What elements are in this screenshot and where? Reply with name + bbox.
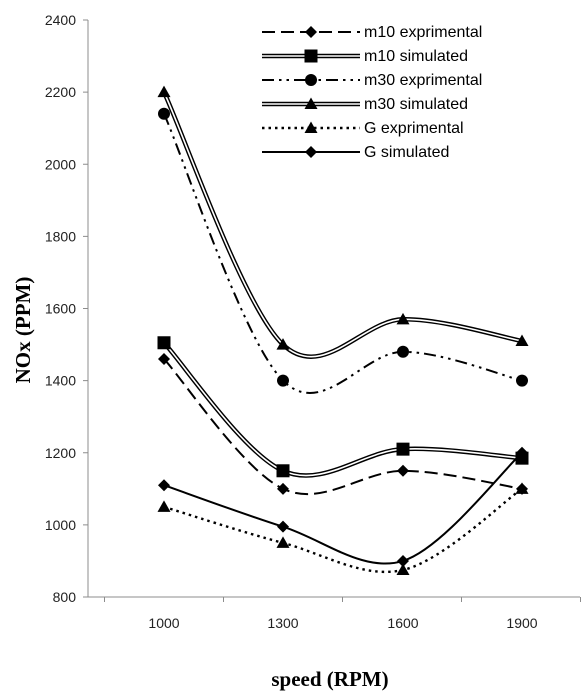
axes: 800 1000 1200 1400 1600 1800 2000 2200 2400 1000 1… (45, 12, 581, 631)
data-point (516, 374, 528, 387)
data-point (158, 352, 170, 365)
series-1 (158, 352, 528, 495)
data-point (158, 107, 170, 120)
x-tick-label: 1600 (387, 615, 418, 631)
x-tick-label: 1300 (267, 615, 298, 631)
series-line (163, 487, 523, 574)
legend-label: G simulated (364, 144, 449, 161)
series-line-inner (163, 91, 523, 358)
series-2 (157, 336, 529, 478)
y-tick-label: 800 (53, 589, 77, 605)
legend-label: m30 exprimental (364, 72, 482, 89)
legend-label: m10 exprimental (364, 24, 482, 41)
data-point (396, 442, 410, 456)
x-tick-label: 1900 (506, 615, 537, 631)
data-point (276, 536, 290, 548)
series-layer (157, 85, 529, 575)
legend-label: G exprimental (364, 120, 464, 137)
legend-marker (305, 74, 317, 86)
legend-entry: m30 simulated (262, 96, 468, 113)
data-point (158, 479, 170, 492)
series-5 (157, 482, 529, 575)
series-line-inner (163, 342, 523, 477)
y-tick-label: 2200 (45, 84, 76, 100)
legend-marker (305, 26, 317, 38)
series-3 (158, 107, 528, 394)
legend-label: m10 simulated (364, 48, 468, 65)
legend-entry: m10 exprimental (262, 24, 482, 41)
y-tick-label: 2000 (45, 156, 76, 172)
data-point (277, 482, 289, 495)
data-point (276, 338, 290, 350)
legend-marker (304, 121, 318, 133)
legend-entry: G simulated (262, 144, 449, 161)
y-tick-label: 1800 (45, 228, 76, 244)
y-tick-label: 1200 (45, 445, 76, 461)
legend-entry: G exprimental (262, 120, 464, 137)
data-point (397, 554, 409, 567)
data-point (397, 464, 409, 477)
legend: m10 exprimental m10 simulated m30 exprimen… (262, 24, 482, 161)
legend-entry: m30 exprimental (262, 72, 482, 89)
data-point (276, 464, 290, 478)
y-tick-label: 2400 (45, 12, 76, 28)
legend-marker (305, 146, 317, 158)
data-point (515, 334, 529, 346)
data-point (157, 85, 171, 98)
y-tick-label: 1000 (45, 517, 76, 533)
series-line (163, 113, 523, 394)
series-4 (157, 85, 529, 359)
x-tick-label: 1000 (148, 615, 179, 631)
x-axis-title: speed (RPM) (271, 667, 388, 691)
y-tick-label: 1600 (45, 301, 76, 317)
data-point (516, 446, 528, 459)
y-tick-label: 1400 (45, 373, 76, 389)
data-point (396, 312, 410, 325)
legend-entry: m10 simulated (262, 48, 468, 65)
data-point (397, 345, 409, 358)
legend-marker (304, 97, 318, 109)
series-line (163, 358, 523, 495)
y-axis-title: NOx (PPM) (11, 277, 35, 384)
legend-label: m30 simulated (364, 96, 468, 113)
data-point (515, 482, 529, 494)
data-point (157, 336, 171, 350)
legend-marker (304, 49, 318, 63)
data-point (277, 520, 289, 533)
series-line (163, 452, 523, 565)
data-point (277, 374, 289, 387)
data-point (396, 563, 410, 575)
data-point (157, 500, 171, 512)
series-6 (158, 446, 528, 567)
